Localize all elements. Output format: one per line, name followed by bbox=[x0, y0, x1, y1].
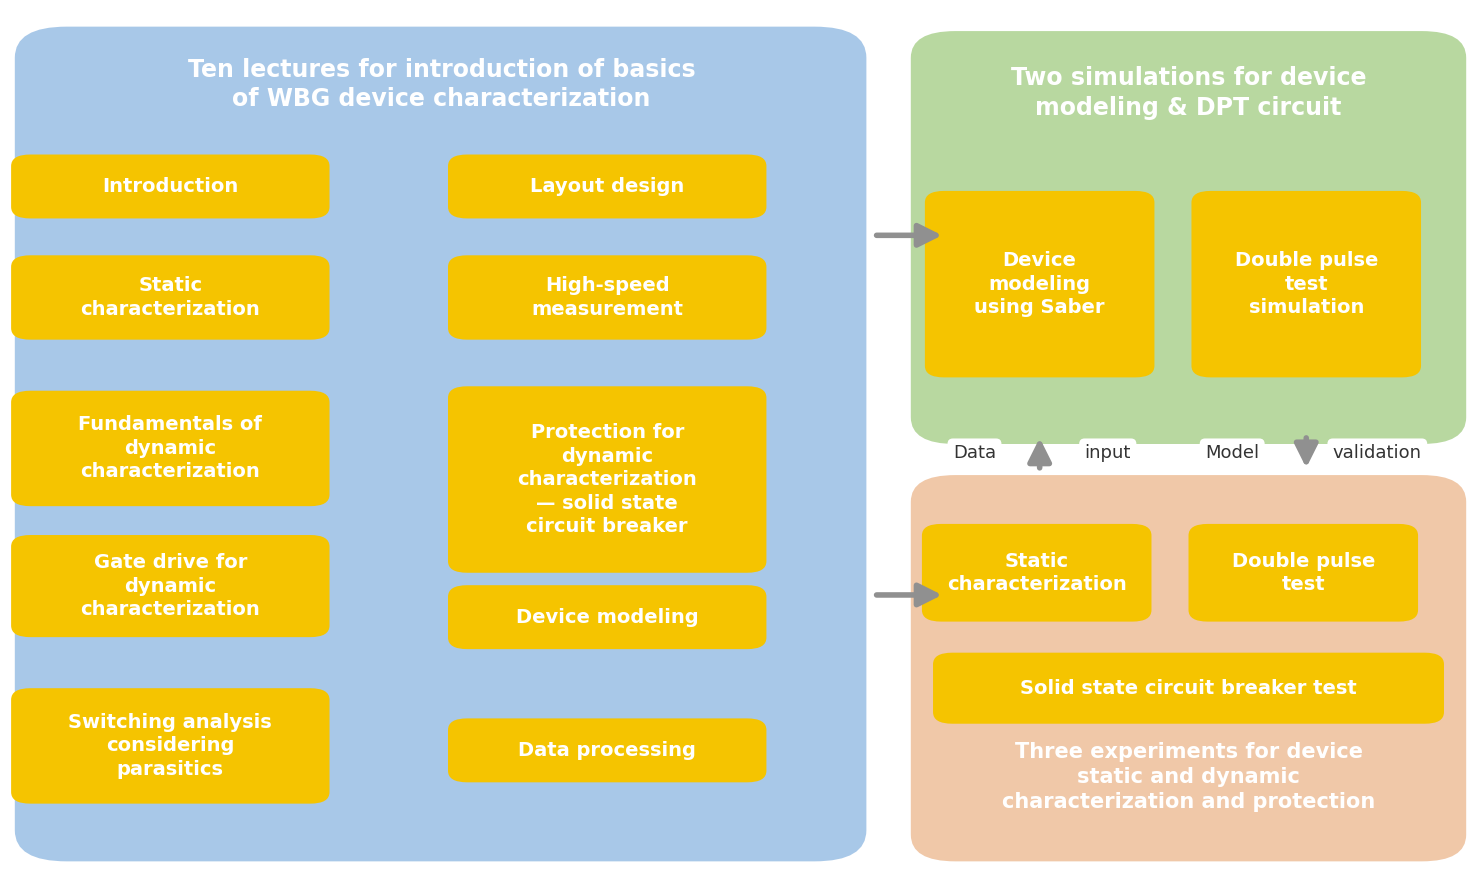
Text: input: input bbox=[1084, 444, 1131, 462]
Text: Model: Model bbox=[1206, 444, 1259, 462]
Text: Ten lectures for introduction of basics
of WBG device characterization: Ten lectures for introduction of basics … bbox=[188, 58, 695, 111]
Text: Static
characterization: Static characterization bbox=[946, 551, 1127, 594]
Text: Solid state circuit breaker test: Solid state circuit breaker test bbox=[1020, 678, 1357, 698]
Text: Fundamentals of
dynamic
characterization: Fundamentals of dynamic characterization bbox=[78, 416, 262, 481]
Text: Double pulse
test: Double pulse test bbox=[1232, 551, 1374, 594]
FancyBboxPatch shape bbox=[449, 585, 767, 649]
FancyBboxPatch shape bbox=[911, 31, 1466, 444]
FancyBboxPatch shape bbox=[933, 653, 1444, 724]
Text: Three experiments for device
static and dynamic
characterization and protection: Three experiments for device static and … bbox=[1001, 742, 1376, 812]
FancyBboxPatch shape bbox=[12, 256, 329, 339]
Text: Device
modeling
using Saber: Device modeling using Saber bbox=[974, 251, 1105, 317]
Text: Device modeling: Device modeling bbox=[515, 607, 699, 627]
Text: Layout design: Layout design bbox=[530, 177, 684, 196]
Text: Data processing: Data processing bbox=[518, 741, 696, 760]
FancyBboxPatch shape bbox=[911, 475, 1466, 861]
FancyBboxPatch shape bbox=[1189, 524, 1419, 622]
Text: Protection for
dynamic
characterization
— solid state
circuit breaker: Protection for dynamic characterization … bbox=[517, 423, 698, 536]
FancyBboxPatch shape bbox=[12, 535, 329, 638]
FancyBboxPatch shape bbox=[12, 688, 329, 804]
Text: Double pulse
test
simulation: Double pulse test simulation bbox=[1235, 251, 1377, 317]
FancyBboxPatch shape bbox=[15, 27, 866, 861]
Text: Introduction: Introduction bbox=[102, 177, 238, 196]
Text: Two simulations for device
modeling & DPT circuit: Two simulations for device modeling & DP… bbox=[1010, 67, 1367, 120]
Text: Data: Data bbox=[952, 444, 997, 462]
Text: High-speed
measurement: High-speed measurement bbox=[532, 276, 683, 319]
FancyBboxPatch shape bbox=[924, 191, 1155, 377]
FancyBboxPatch shape bbox=[12, 391, 329, 506]
FancyBboxPatch shape bbox=[449, 155, 767, 218]
FancyBboxPatch shape bbox=[921, 524, 1152, 622]
Text: Static
characterization: Static characterization bbox=[80, 276, 261, 319]
Text: Gate drive for
dynamic
characterization: Gate drive for dynamic characterization bbox=[80, 553, 261, 619]
FancyBboxPatch shape bbox=[449, 718, 767, 782]
Text: Switching analysis
considering
parasitics: Switching analysis considering parasitic… bbox=[68, 713, 273, 779]
FancyBboxPatch shape bbox=[1192, 191, 1422, 377]
FancyBboxPatch shape bbox=[449, 386, 767, 573]
FancyBboxPatch shape bbox=[12, 155, 329, 218]
Text: validation: validation bbox=[1333, 444, 1422, 462]
FancyBboxPatch shape bbox=[449, 256, 767, 339]
